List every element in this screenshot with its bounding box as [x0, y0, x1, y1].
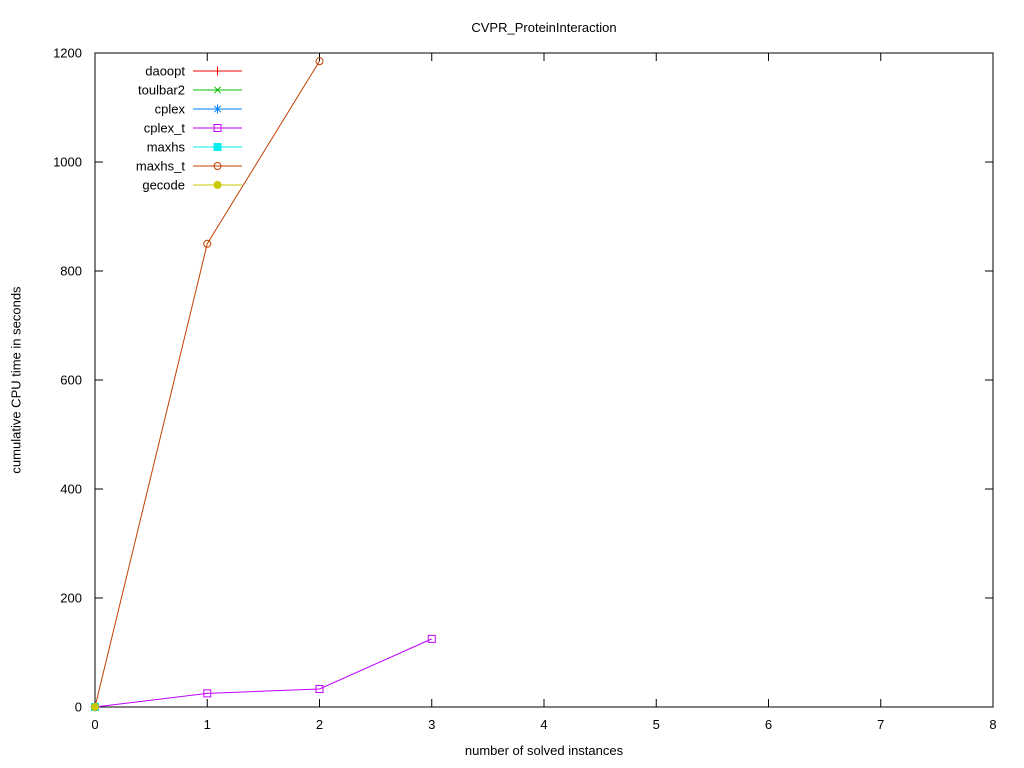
x-tick-label: 5 [653, 717, 660, 732]
legend-label-maxhs: maxhs [147, 140, 186, 155]
legend-label-gecode: gecode [142, 178, 185, 193]
legend-marker-cplex_t [213, 124, 222, 132]
point-gecode-shape [91, 703, 99, 711]
plot-border [94, 52, 994, 708]
y-tick-label: 1200 [53, 46, 82, 61]
point-cplex_t [203, 689, 212, 698]
legend-label-daoopt: daoopt [145, 64, 185, 79]
point-cplex_t [315, 685, 324, 694]
point-gecode [91, 703, 99, 711]
y-tick-label: 800 [60, 264, 82, 279]
legend-marker-daoopt [213, 66, 222, 76]
legend-marker-maxhs_t [213, 162, 222, 170]
y-tick-label: 600 [60, 373, 82, 388]
x-tick-label: 0 [91, 717, 98, 732]
series-maxhs_t [91, 57, 324, 711]
x-tick-label: 8 [989, 717, 996, 732]
legend-item-cplex: cplex [155, 102, 242, 117]
point-cplex_t [427, 634, 436, 643]
legend-marker-cplex [213, 104, 222, 114]
point-cplex_t-shape [203, 689, 212, 698]
legend-label-cplex_t: cplex_t [144, 121, 186, 136]
series-line-cplex_t [94, 638, 432, 708]
y-tick-label: 400 [60, 482, 82, 497]
series-gecode [91, 703, 99, 711]
x-axis-label: number of solved instances [464, 743, 624, 758]
x-tick-label: 2 [316, 717, 323, 732]
point-cplex_t-shape [315, 685, 324, 694]
y-axis-label: cumulative CPU time in seconds [8, 286, 24, 474]
legend-item-gecode: gecode [142, 178, 242, 193]
x-tick-label: 7 [877, 717, 884, 732]
point-cplex_t-shape [427, 634, 436, 643]
legend-label-maxhs_t: maxhs_t [136, 159, 186, 174]
legend-marker-maxhs_t-shape [213, 162, 222, 170]
legend-marker-maxhs-shape [213, 143, 222, 151]
legend-marker-cplex-stroke [213, 105, 222, 113]
legend-marker-cplex_t-shape [213, 124, 222, 132]
legend-marker-toulbar2-stroke [213, 86, 222, 94]
legend-marker-gecode-shape [213, 181, 222, 189]
point-maxhs_t [315, 57, 324, 66]
legend-marker-maxhs [213, 143, 222, 151]
legend-item-maxhs_t: maxhs_t [136, 159, 242, 174]
y-tick-label: 200 [60, 591, 82, 606]
x-tick-label: 4 [540, 717, 547, 732]
y-tick-label: 1000 [53, 155, 82, 170]
legend-marker-gecode [213, 181, 222, 189]
x-tick-label: 3 [428, 717, 435, 732]
point-maxhs_t-shape [315, 57, 324, 66]
legend-item-toulbar2: toulbar2 [138, 83, 242, 98]
legend-marker-toulbar2 [213, 86, 222, 94]
legend-item-cplex_t: cplex_t [144, 121, 242, 136]
x-tick-label: 6 [765, 717, 772, 732]
series-line-maxhs_t [94, 60, 320, 708]
x-tick-label: 1 [204, 717, 211, 732]
legend-label-cplex: cplex [155, 102, 186, 117]
legend-item-daoopt: daoopt [145, 64, 242, 79]
legend-item-maxhs: maxhs [147, 140, 242, 155]
y-tick-label: 0 [75, 700, 82, 715]
point-maxhs_t-shape [203, 239, 212, 248]
legend-label-toulbar2: toulbar2 [138, 83, 185, 98]
point-maxhs_t [203, 239, 212, 248]
series-cplex_t [91, 634, 436, 711]
chart-title: CVPR_ProteinInteraction [471, 20, 617, 35]
